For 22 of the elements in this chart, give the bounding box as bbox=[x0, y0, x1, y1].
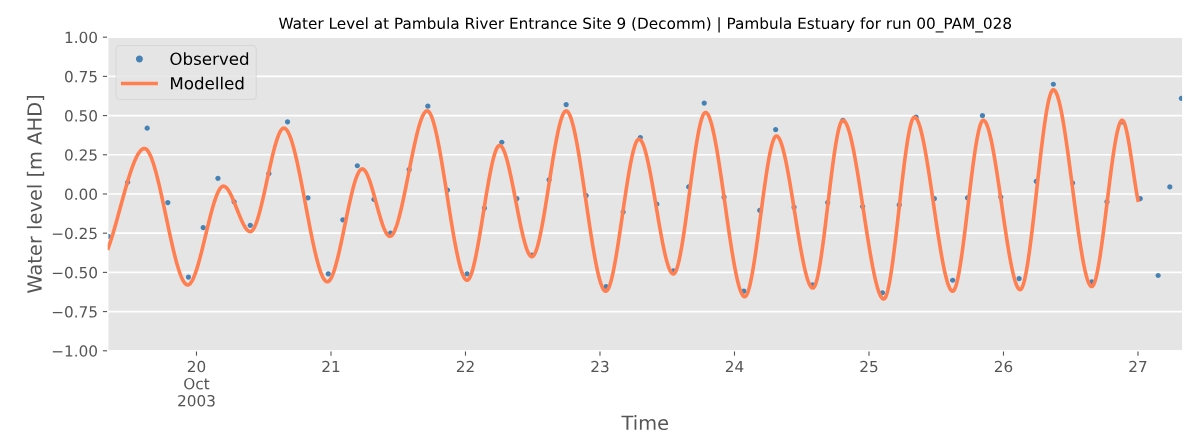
y-tick-label: −0.25 bbox=[52, 227, 97, 240]
chart-title: Water Level at Pambula River Entrance Site 9 (Decomm) | Pambula Estuary for run 00_PAM_028 bbox=[279, 17, 1012, 33]
x-tick-label: 23 bbox=[591, 360, 609, 373]
y-tick-label: 0.75 bbox=[65, 70, 97, 83]
x-tick-label: 25 bbox=[860, 360, 878, 373]
legend-label: Observed bbox=[170, 52, 249, 66]
x-tick-label: 22 bbox=[456, 360, 474, 373]
x-tick-label: 24 bbox=[725, 360, 744, 373]
legend-label: Modelled bbox=[171, 76, 244, 90]
y-tick-label: −0.50 bbox=[52, 266, 98, 279]
x-tick-label: 27 bbox=[1129, 360, 1147, 373]
y-tick-label: 1.00 bbox=[65, 31, 98, 44]
y-tick-label: −1.00 bbox=[52, 345, 98, 357]
x-tick-label: 20 Oct 2003 bbox=[178, 360, 215, 407]
y-axis-title: Water level [m AHD] bbox=[26, 96, 45, 293]
y-tick-label: 0.50 bbox=[65, 110, 98, 122]
x-tick-label: 21 bbox=[322, 360, 340, 373]
y-tick-label: 0.25 bbox=[65, 149, 97, 161]
y-tick-label: 0.00 bbox=[65, 188, 98, 201]
y-tick-label: −0.75 bbox=[52, 306, 97, 318]
x-tick-label: 26 bbox=[994, 360, 1013, 373]
x-axis-title: Time bbox=[621, 415, 669, 431]
